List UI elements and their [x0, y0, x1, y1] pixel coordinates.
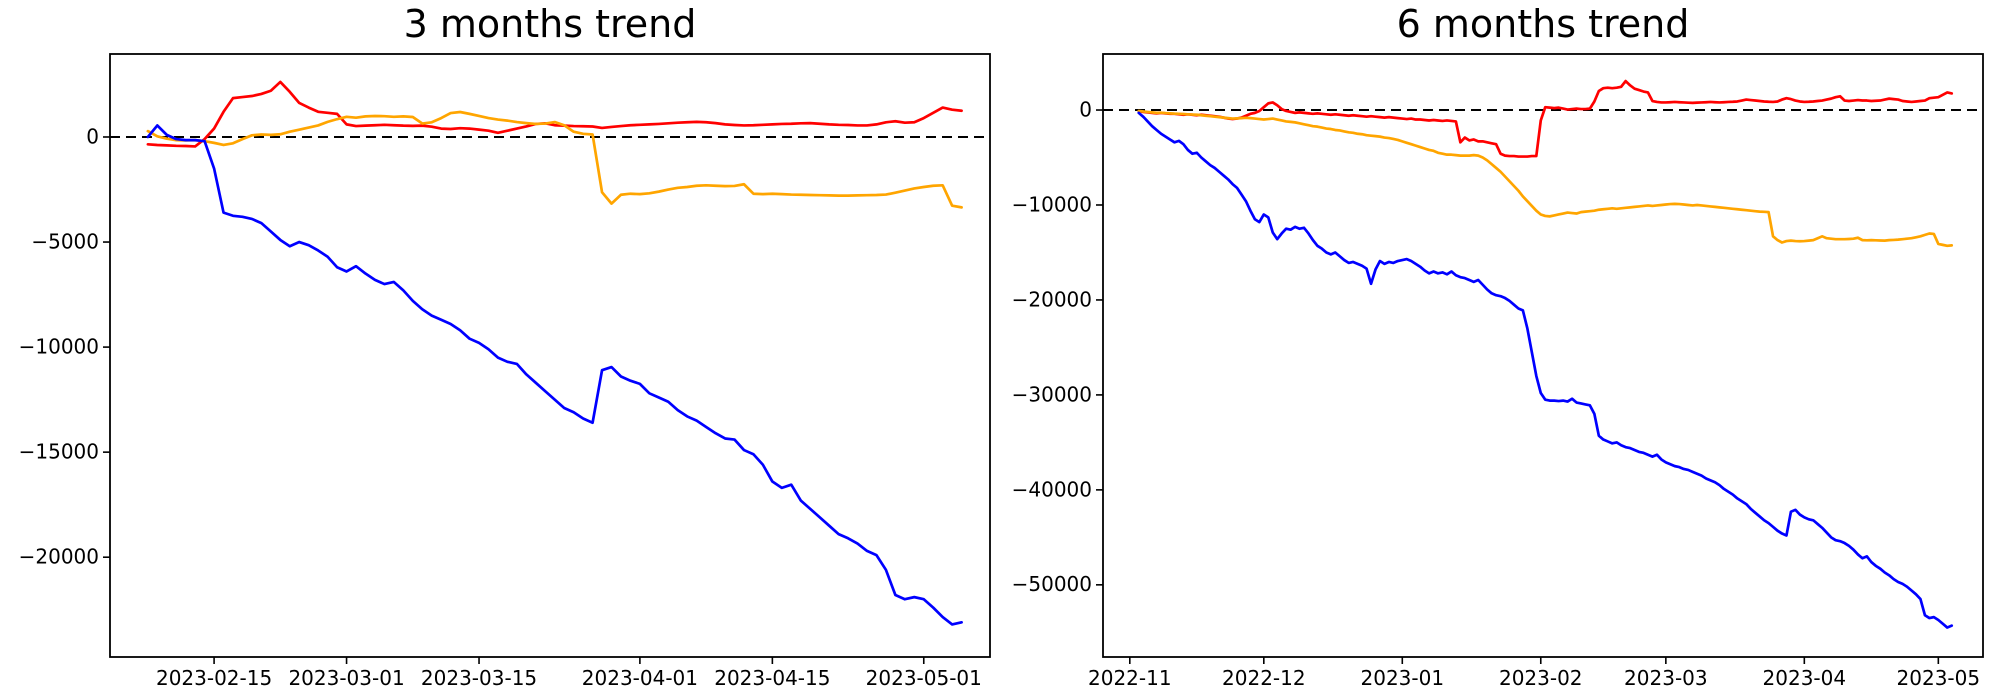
x-tick-label: 2023-02-15	[156, 666, 272, 690]
y-tick-label: −15000	[19, 440, 99, 464]
left-chart-title: 3 months trend	[403, 2, 697, 46]
series-red-line	[146, 80, 963, 148]
x-tick-label: 2023-04	[1763, 666, 1847, 690]
y-tick-label: −30000	[1012, 382, 1092, 406]
x-tick-label: 2023-02	[1499, 666, 1583, 690]
x-tick-label: 2023-03-15	[421, 666, 537, 690]
y-tick-label: −10000	[1012, 192, 1092, 216]
x-tick-label: 2022-11	[1088, 666, 1172, 690]
y-tick-label: 0	[1079, 97, 1092, 121]
series-orange-line	[146, 110, 963, 209]
x-tick-label: 2023-01	[1361, 666, 1445, 690]
y-tick-label: −5000	[31, 229, 99, 253]
y-tick-label: −20000	[1012, 287, 1092, 311]
x-tick-label: 2023-05	[1897, 666, 1981, 690]
x-tick-label: 2022-12	[1222, 666, 1306, 690]
series-blue-line	[1137, 111, 1954, 629]
three-months-trend-chart: 2023-02-15 2023-03-01 2023-03-15 2023-04-01…	[19, 53, 991, 690]
series-red-line	[1137, 79, 1954, 158]
y-tick-label: 0	[86, 124, 99, 148]
plot-box	[1102, 53, 1984, 658]
y-tick-label: −50000	[1012, 572, 1092, 596]
y-tick-label: −20000	[19, 545, 99, 569]
x-tick-label: 2023-05-01	[866, 666, 982, 690]
y-tick-label: −40000	[1012, 477, 1092, 501]
x-tick-label: 2023-04-15	[714, 666, 830, 690]
x-tick-label: 2023-03	[1624, 666, 1708, 690]
x-tick-label: 2023-04-01	[582, 666, 698, 690]
y-tick-label: −10000	[19, 334, 99, 358]
series-orange-line	[1137, 109, 1954, 248]
plot-box	[109, 53, 991, 658]
right-chart-title: 6 months trend	[1396, 2, 1690, 46]
six-months-trend-chart: 2022-11 2022-12 2023-01 2023-02 2023-03 2023-…	[1012, 53, 1984, 690]
series-blue-line	[146, 124, 963, 626]
x-tick-label: 2023-03-01	[288, 666, 404, 690]
